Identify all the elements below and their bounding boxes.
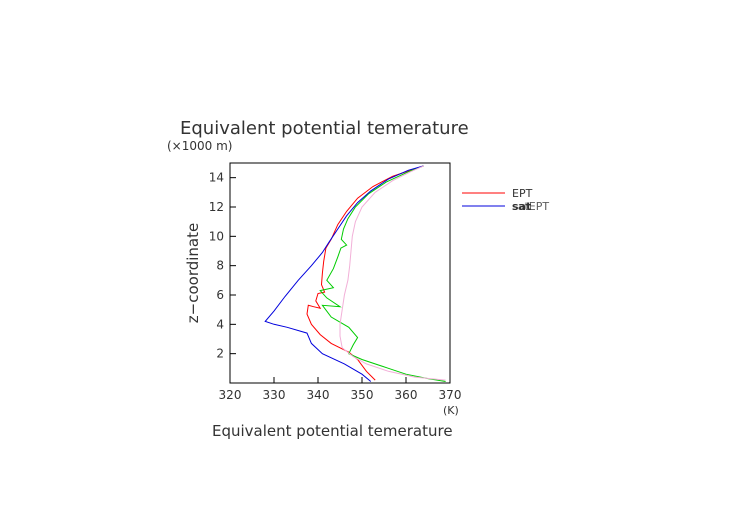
series-line-satept [319,165,446,382]
chart-title: Equivalent potential temerature [180,118,469,139]
series-lines [264,165,446,382]
y-tick-label: 2 [216,347,224,361]
legend-label-satept: satEPT [512,200,549,213]
series-line-sat [264,165,424,382]
y-ticks: 2 4 6 8 10 12 14 [209,171,236,361]
legend-label-sat: sat [512,200,531,213]
x-tick-label: 340 [307,388,330,402]
y-tick-label: 8 [216,259,224,273]
y-tick-label: 10 [209,229,224,243]
x-tick-label: 320 [219,388,242,402]
x-tick-label: 330 [263,388,286,402]
series-line-unlabeled-3 [339,165,446,381]
x-ticks: 320 330 340 350 360 370 [219,377,462,402]
plot-frame [229,162,451,384]
y-tick-label: 14 [209,171,224,185]
x-tick-label: 370 [439,388,462,402]
x-unit: (K) [443,404,459,417]
x-tick-label: 360 [395,388,418,402]
legend: EPT satEPT sat [462,187,549,213]
y-tick-label: 6 [216,288,224,302]
legend-label-ept: EPT [512,187,533,200]
y-tick-label: 12 [209,200,224,214]
y-tick-label: 4 [216,317,224,331]
y-axis-label: z−coordinate [184,223,202,323]
y-unit: (×1000 m) [167,139,232,153]
x-tick-label: 350 [351,388,374,402]
series-line-ept [306,165,424,381]
x-axis-label: Equivalent potential temerature [212,422,453,440]
